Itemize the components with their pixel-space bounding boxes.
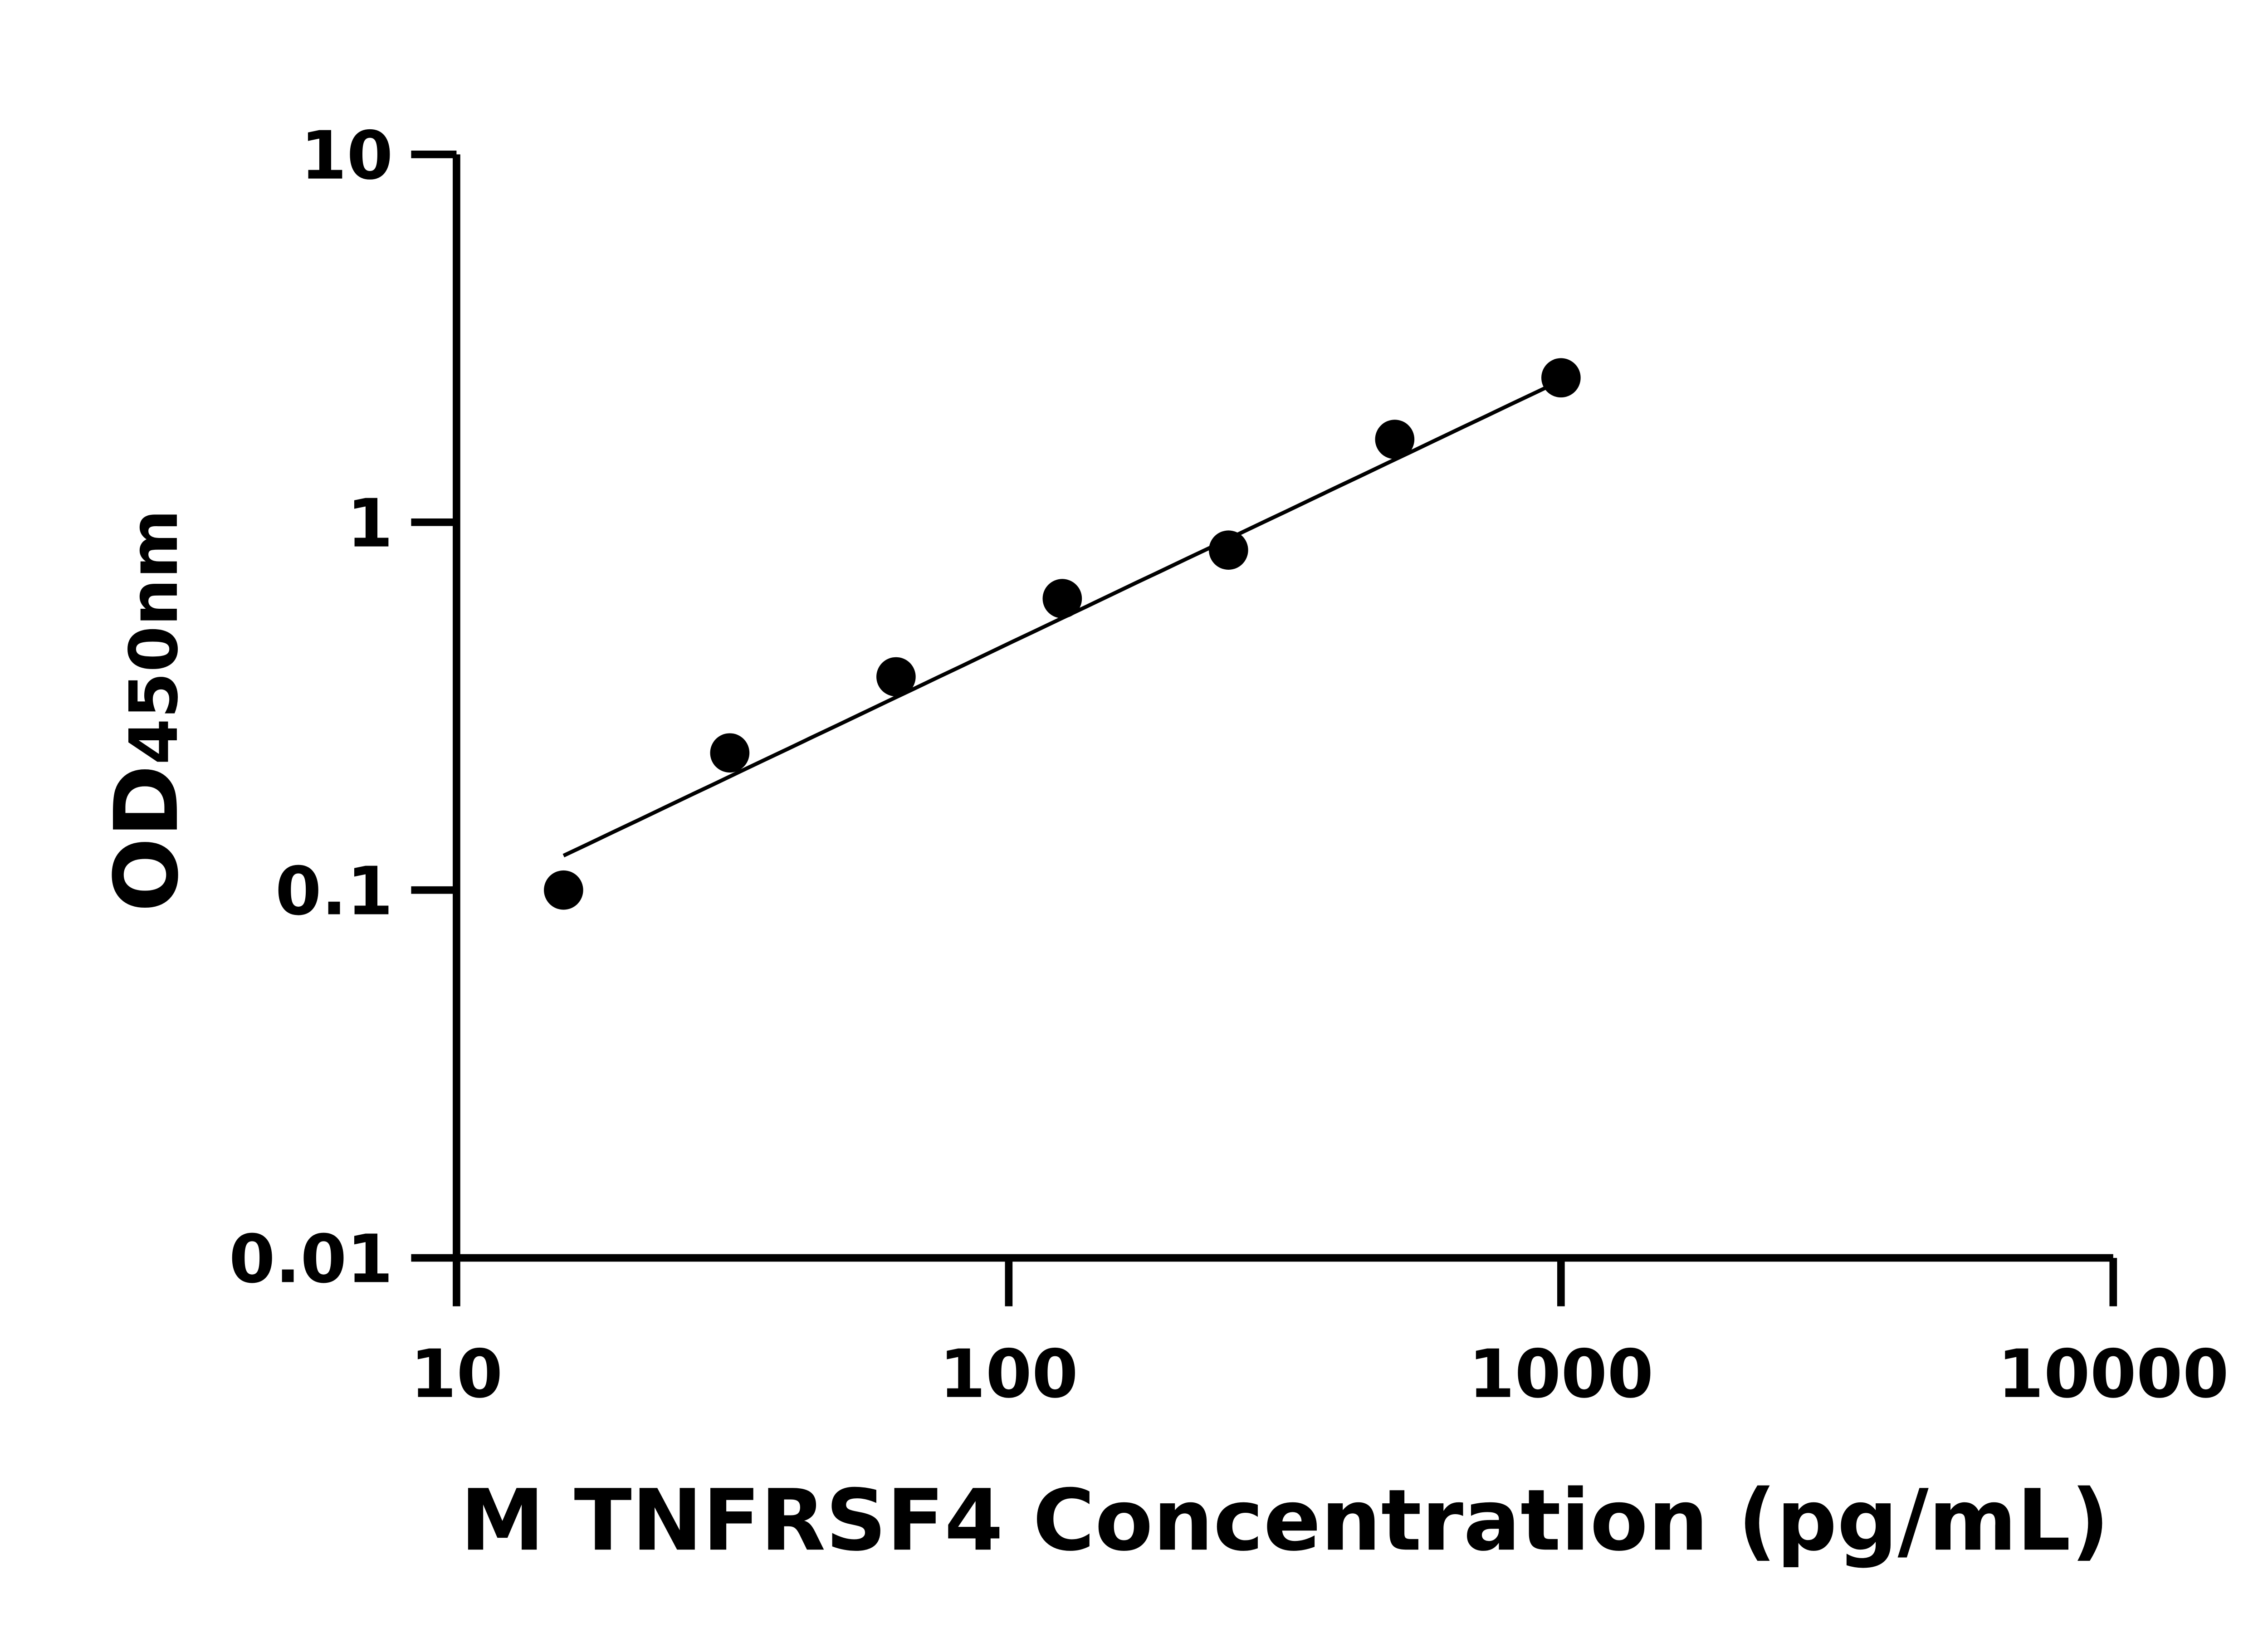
x-tick-label: 10 — [410, 1335, 503, 1413]
y-tick-label: 1 — [347, 485, 393, 562]
data-point — [1042, 579, 1082, 618]
data-point — [876, 657, 916, 697]
data-point — [544, 870, 583, 910]
y-tick-label: 10 — [300, 117, 393, 195]
x-axis-label: M TNFRSF4 Concentration (pg/mL) — [460, 1472, 2110, 1570]
axes: 0.01 0.1 1 10 10 100 1000 10000 — [229, 117, 2229, 1413]
y-axis-label-sub: 450nm — [115, 509, 193, 765]
x-tick-label: 100 — [939, 1335, 1078, 1413]
data-point — [1375, 420, 1415, 459]
y-axis-label-main: OD — [96, 765, 198, 912]
data-point — [710, 733, 750, 773]
y-tick-label: 0.01 — [229, 1220, 393, 1298]
y-axis-label: OD450nm — [96, 509, 198, 912]
x-tick-label: 10000 — [1998, 1335, 2229, 1413]
x-tick-label: 1000 — [1468, 1335, 1653, 1413]
marks — [544, 358, 1581, 910]
data-point — [1209, 530, 1248, 570]
y-tick-label: 0.1 — [275, 852, 393, 930]
data-point — [1541, 358, 1581, 398]
